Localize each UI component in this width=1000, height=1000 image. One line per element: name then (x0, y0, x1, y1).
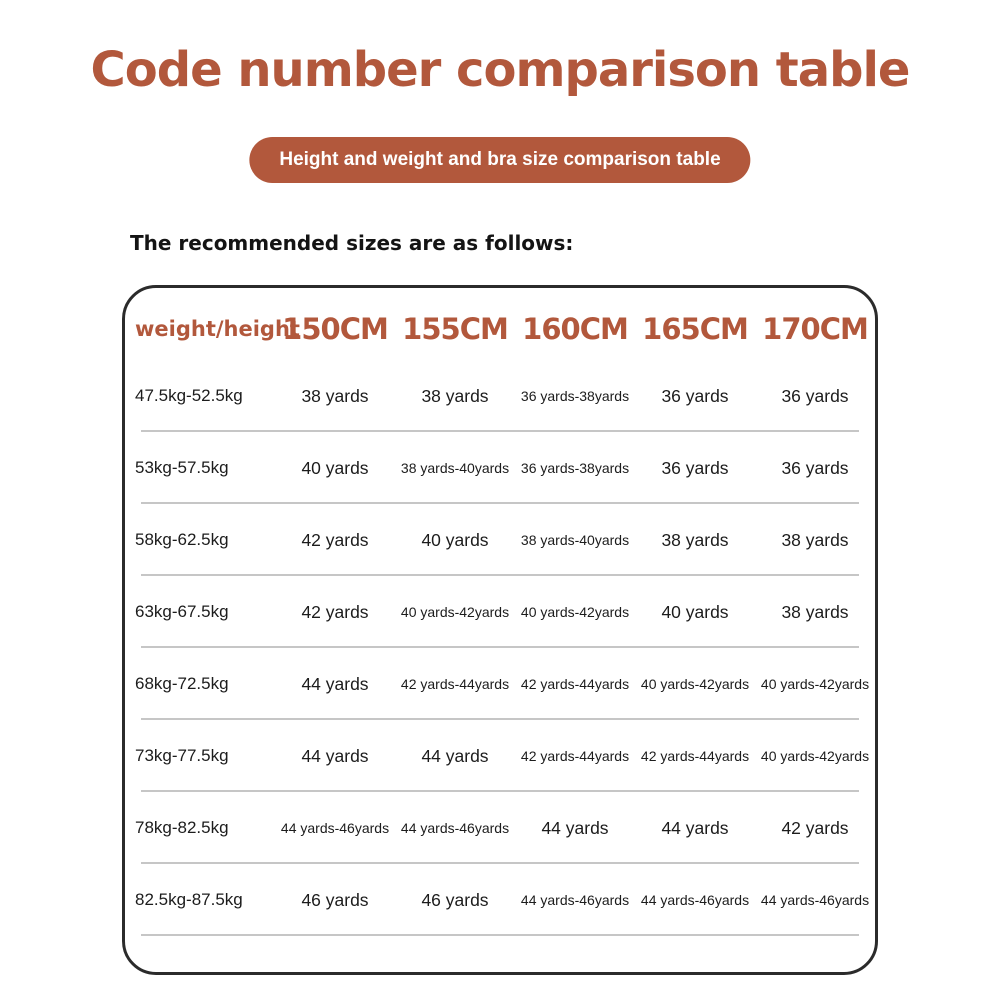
value-cell: 36 yards (661, 457, 729, 478)
value-cell: 44 yards (301, 745, 369, 766)
value-cell: 42 yards-44yards (400, 676, 510, 692)
size-table: weight/height 150CM 155CM 160CM 165CM 170CM 4… (122, 285, 878, 975)
table-row: 53kg-57.5kg 40 yards 38 yards-40yards 36 ya… (125, 432, 875, 504)
value-cell: 38 yards (661, 529, 729, 550)
weight-cell: 47.5kg-52.5kg (135, 386, 243, 405)
value-cell: 38 yards (421, 385, 489, 406)
value-cell: 40 yards-42yards (760, 676, 870, 692)
weight-cell: 78kg-82.5kg (135, 818, 229, 837)
table-row: 68kg-72.5kg 44 yards 42 yards-44yards 42 ya… (125, 648, 875, 720)
table-row: 63kg-67.5kg 42 yards 40 yards-42yards 40 ya… (125, 576, 875, 648)
header-cell-weight-height: weight/height (135, 317, 300, 341)
value-cell: 36 yards (661, 385, 729, 406)
value-cell: 44 yards-46yards (640, 892, 750, 908)
table-body: 47.5kg-52.5kg 38 yards 38 yards 36 yards-38… (125, 360, 875, 936)
value-cell: 36 yards (781, 457, 849, 478)
subtitle-badge: Height and weight and bra size compariso… (249, 137, 751, 183)
table-row: 78kg-82.5kg 44 yards-46yards 44 yards-46ya… (125, 792, 875, 864)
value-cell: 42 yards-44yards (640, 748, 750, 764)
value-cell: 42 yards (301, 601, 369, 622)
value-cell: 44 yards-46yards (520, 892, 630, 908)
weight-cell: 63kg-67.5kg (135, 602, 229, 621)
value-cell: 40 yards (421, 529, 489, 550)
weight-cell: 53kg-57.5kg (135, 458, 229, 477)
header-cell: 150CM (282, 312, 389, 346)
value-cell: 40 yards (661, 601, 729, 622)
table-row: 58kg-62.5kg 42 yards 40 yards 38 yards-40ya… (125, 504, 875, 576)
value-cell: 38 yards (781, 529, 849, 550)
value-cell: 44 yards-46yards (400, 820, 510, 836)
page-title: Code number comparison table (90, 42, 911, 98)
table-row: 82.5kg-87.5kg 46 yards 46 yards 44 yards-46… (125, 864, 875, 936)
value-cell: 40 yards-42yards (400, 604, 510, 620)
value-cell: 44 yards (301, 673, 369, 694)
value-cell: 44 yards-46yards (280, 820, 390, 836)
table-row: 73kg-77.5kg 44 yards 44 yards 42 yards-44ya… (125, 720, 875, 792)
value-cell: 42 yards (781, 817, 849, 838)
table-row: 47.5kg-52.5kg 38 yards 38 yards 36 yards-38… (125, 360, 875, 432)
value-cell: 40 yards (301, 457, 369, 478)
value-cell: 36 yards-38yards (520, 460, 630, 476)
value-cell: 38 yards (301, 385, 369, 406)
weight-cell: 68kg-72.5kg (135, 674, 229, 693)
value-cell: 38 yards-40yards (400, 460, 510, 476)
value-cell: 38 yards (781, 601, 849, 622)
value-cell: 44 yards (661, 817, 729, 838)
weight-cell: 82.5kg-87.5kg (135, 890, 243, 909)
value-cell: 42 yards-44yards (520, 748, 630, 764)
value-cell: 40 yards-42yards (760, 748, 870, 764)
header-cell: 165CM (642, 312, 749, 346)
value-cell: 44 yards-46yards (760, 892, 870, 908)
value-cell: 46 yards (421, 889, 489, 910)
value-cell: 42 yards (301, 529, 369, 550)
table-header-row: weight/height 150CM 155CM 160CM 165CM 170CM (125, 288, 875, 360)
value-cell: 38 yards-40yards (520, 532, 630, 548)
value-cell: 44 yards (421, 745, 489, 766)
weight-cell: 73kg-77.5kg (135, 746, 229, 765)
weight-cell: 58kg-62.5kg (135, 530, 229, 549)
intro-text: The recommended sizes are as follows: (130, 231, 574, 255)
value-cell: 40 yards-42yards (520, 604, 630, 620)
value-cell: 44 yards (541, 817, 609, 838)
value-cell: 42 yards-44yards (520, 676, 630, 692)
header-cell: 160CM (522, 312, 629, 346)
value-cell: 36 yards-38yards (520, 388, 630, 404)
value-cell: 46 yards (301, 889, 369, 910)
header-cell: 170CM (762, 312, 869, 346)
value-cell: 36 yards (781, 385, 849, 406)
value-cell: 40 yards-42yards (640, 676, 750, 692)
header-cell: 155CM (402, 312, 509, 346)
